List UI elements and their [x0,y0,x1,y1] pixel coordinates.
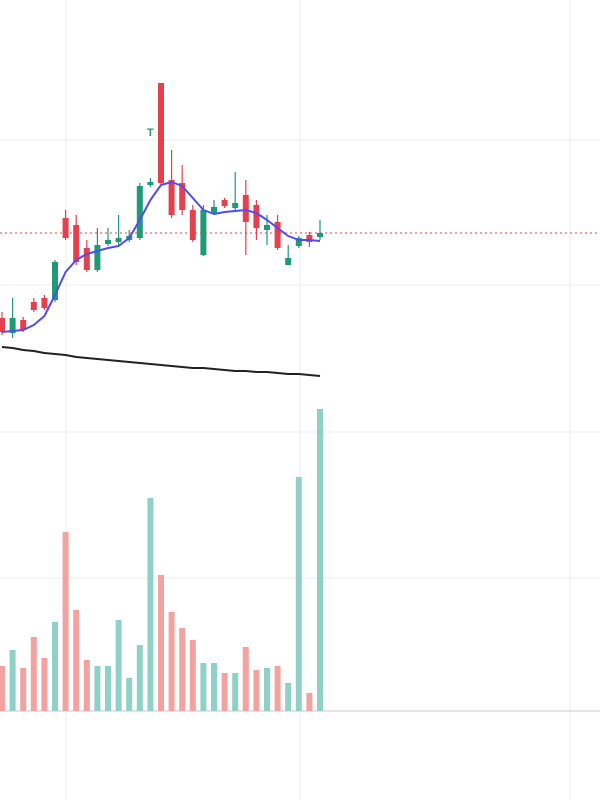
volume-bar [158,575,164,711]
volume-bar [30,637,37,711]
volume-bar [274,666,281,711]
candle-body [264,225,270,230]
volume-bar [211,663,217,711]
volume-bar [295,477,302,711]
volume-bar [115,620,122,711]
candle-body [115,238,122,242]
volume-bar [136,645,143,711]
candle-body [221,200,228,206]
candle-body [41,298,48,308]
volume-bar [105,666,111,711]
volume-bar [168,612,175,711]
candle-body [211,207,217,213]
volume-bar [62,532,69,711]
moving-average-line [1,346,321,377]
candle-body [306,235,313,242]
volume-bar [264,668,270,711]
candle-body [147,182,154,185]
volume-bar [317,409,323,711]
candle-body [168,180,175,215]
volume-bar [242,647,249,711]
volume-bar [0,666,5,711]
volume-bar [147,498,154,711]
candle-body [274,222,281,248]
candle-body [105,240,111,244]
volume-bar [285,683,292,711]
volume-bar [306,693,313,711]
volume-bar [73,610,80,711]
volume-bar [221,673,228,711]
volume-bar [126,678,133,711]
candle-body [30,302,37,310]
candle-body [20,320,27,330]
volume-bar [41,658,48,711]
volume-bar [189,640,196,711]
volume-bar [253,670,260,711]
moving-average-line [1,181,321,333]
volume-bar [179,628,186,711]
candle-body [158,83,164,183]
candle-body [253,205,260,228]
candle-body [62,218,69,238]
volume-bar [20,668,27,711]
candle-body [295,238,302,246]
volume-bar [232,673,239,711]
candle-body [189,210,196,240]
volume-bar [9,650,16,711]
candle-body [52,262,58,300]
candle-body [200,210,207,255]
candle-body [242,195,249,222]
candle-body [232,203,239,208]
candle-body [73,225,80,262]
volume-bar [83,660,90,711]
candle-body [83,248,90,270]
candle-body [94,245,101,270]
volume-bar [52,622,58,711]
candle-body [179,183,186,210]
candle-body [136,186,143,238]
volume-bar [200,663,207,711]
candle-body [285,258,292,265]
candle-body [317,233,323,237]
annotation: T [147,127,154,139]
candle-body [9,318,16,333]
volume-bar [94,666,101,711]
candle-body [0,318,5,332]
